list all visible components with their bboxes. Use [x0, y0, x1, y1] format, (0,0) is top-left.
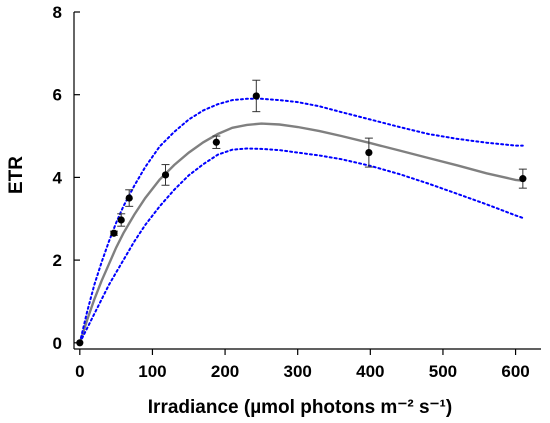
y-tick-label: 4	[53, 168, 63, 187]
data-point	[252, 92, 260, 100]
x-tick-label: 100	[138, 362, 166, 381]
x-tick-label: 200	[211, 362, 239, 381]
y-tick-label: 0	[53, 334, 62, 353]
data-point	[161, 171, 170, 179]
data-point	[519, 175, 527, 183]
data-point	[125, 194, 133, 202]
y-axis-title: ETR	[6, 156, 27, 194]
data-point	[117, 216, 125, 224]
x-tick-label: 500	[429, 362, 457, 381]
plot-area	[76, 79, 527, 347]
data-point	[110, 229, 118, 237]
x-tick-label: 600	[501, 362, 529, 381]
data-point	[365, 148, 373, 157]
fit-curve	[78, 122, 523, 344]
x-tick-label: 0	[75, 362, 84, 381]
data-point	[212, 138, 220, 146]
axes: 0 2 4 6 8 0 100 200 300 400 500 600	[53, 3, 541, 381]
x-axis-title: Irradiance (µmol photons m⁻² s⁻¹)	[148, 397, 452, 418]
x-tick-label: 400	[356, 362, 384, 381]
x-tick-label: 300	[284, 362, 312, 381]
confidence-band-upper	[78, 97, 524, 344]
y-tick-label: 2	[53, 251, 62, 270]
y-tick-label: 8	[53, 3, 62, 22]
y-tick-label: 6	[53, 86, 62, 105]
confidence-band-lower	[78, 147, 524, 344]
